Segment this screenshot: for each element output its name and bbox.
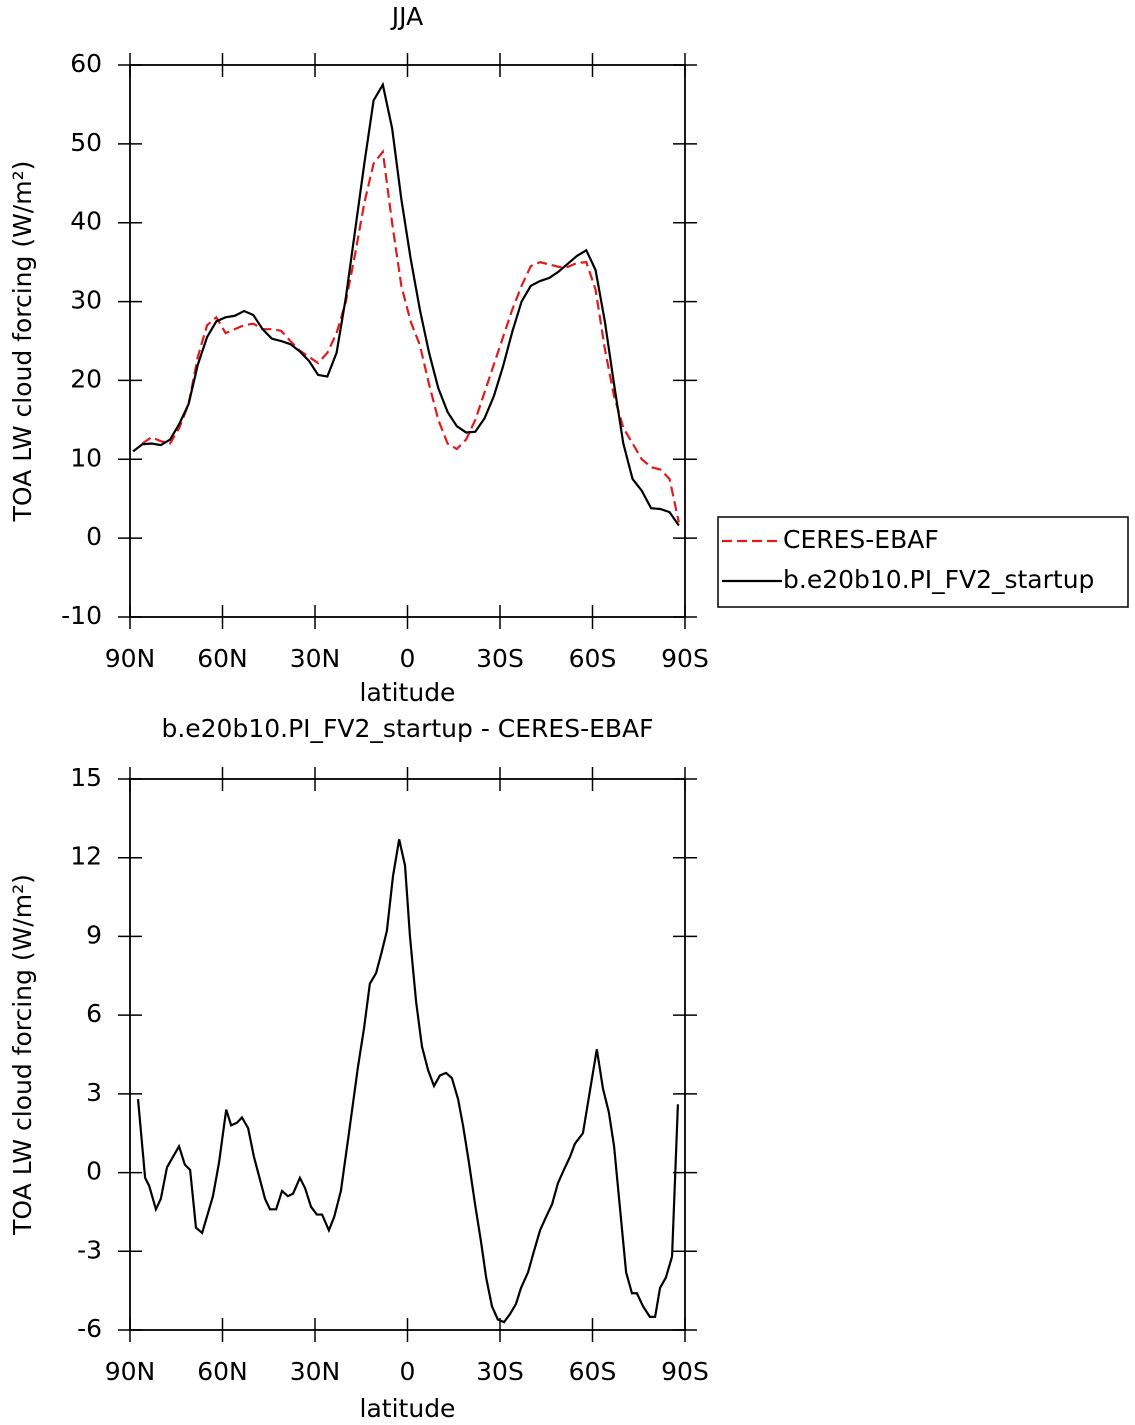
x-tick-label: 90N: [105, 644, 156, 673]
x-tick-label: 90N: [105, 1357, 156, 1386]
y-tick-label: 0: [86, 522, 102, 551]
y-tick-label: 6: [86, 999, 102, 1028]
data-line: [132, 81, 680, 527]
x-tick-label: 60N: [197, 644, 248, 673]
x-tick-label: 90S: [661, 644, 709, 673]
legend-box: [717, 516, 1129, 608]
legend-label: b.e20b10.PI_FV2_startup: [783, 565, 1094, 594]
x-tick-label: 60S: [569, 1357, 617, 1386]
x-tick-label: 0: [400, 1357, 416, 1386]
x-tick-label: 60N: [197, 1357, 248, 1386]
x-axis-label: latitude: [360, 678, 456, 707]
x-axis-label: latitude: [360, 1394, 456, 1423]
y-axis-label: TOA LW cloud forcing (W/m²): [8, 874, 37, 1236]
plot-frame: [129, 64, 686, 618]
data-line: [141, 148, 680, 523]
chart-title: b.e20b10.PI_FV2_startup - CERES-EBAF: [161, 714, 653, 743]
y-tick-label: 3: [86, 1078, 102, 1107]
y-tick-label: 30: [70, 286, 102, 315]
y-tick-label: -3: [77, 1235, 102, 1264]
x-tick-label: 90S: [661, 1357, 709, 1386]
x-tick-label: 0: [400, 644, 416, 673]
legend-label: CERES-EBAF: [783, 525, 939, 554]
y-tick-label: -6: [77, 1314, 102, 1343]
y-tick-label: 10: [70, 443, 102, 472]
plot-frame: [129, 778, 686, 1331]
y-tick-label: -10: [61, 601, 102, 630]
y-tick-label: 60: [70, 49, 102, 78]
y-tick-label: 9: [86, 920, 102, 949]
x-tick-label: 30S: [476, 644, 524, 673]
y-axis-label: TOA LW cloud forcing (W/m²): [8, 161, 37, 523]
x-tick-label: 60S: [569, 644, 617, 673]
y-tick-label: 15: [70, 763, 102, 792]
y-tick-label: 40: [70, 207, 102, 236]
data-line: [136, 839, 680, 1324]
x-tick-label: 30S: [476, 1357, 524, 1386]
y-tick-label: 0: [86, 1157, 102, 1186]
y-tick-label: 20: [70, 364, 102, 393]
y-tick-label: 50: [70, 128, 102, 157]
chart-title: JJA: [390, 2, 423, 31]
y-tick-label: 12: [70, 842, 102, 871]
x-tick-label: 30N: [290, 644, 341, 673]
x-tick-label: 30N: [290, 1357, 341, 1386]
